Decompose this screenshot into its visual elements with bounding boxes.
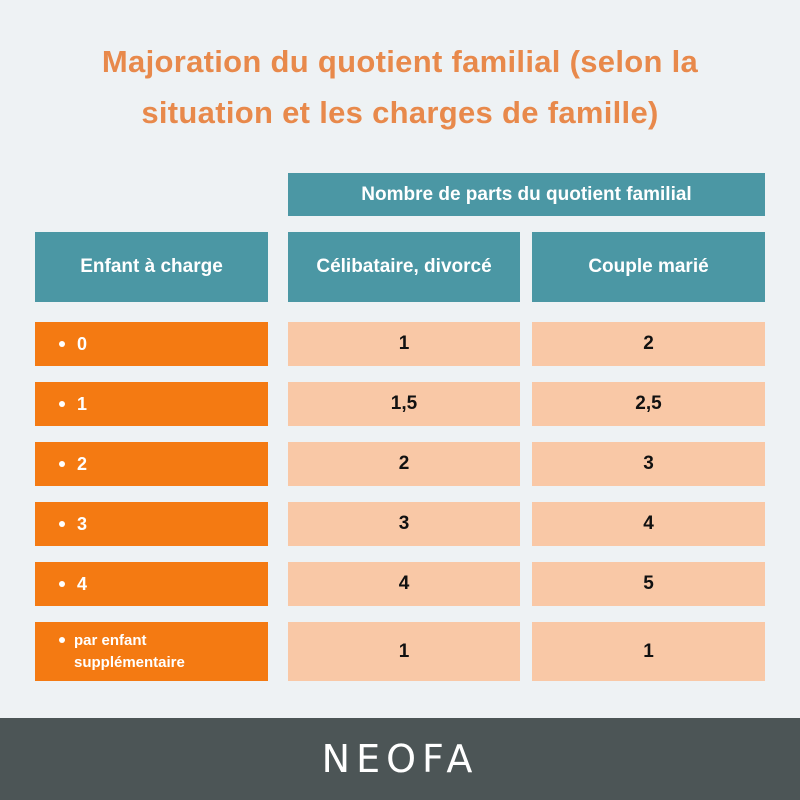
value-cell: 3 [288, 502, 520, 546]
row-label-cell: par enfant supplémentaire [35, 622, 268, 681]
bullet [59, 461, 65, 467]
value-cell: 1,5 [288, 382, 520, 426]
row-label: 1 [77, 393, 88, 414]
row-label-cell: 4 [35, 562, 268, 606]
title: Majoration du quotient familial (selon l… [101, 44, 699, 130]
column-header: Célibataire, divorcé [288, 232, 520, 302]
value-cell: 4 [288, 562, 520, 606]
row-label-cell: 2 [35, 442, 268, 486]
row-label: par enfant supplémentaire [74, 631, 185, 671]
row-label: 4 [77, 573, 88, 594]
value-cell: 5 [532, 562, 765, 606]
bullet [59, 401, 65, 407]
bullet [59, 637, 65, 643]
bullet [59, 521, 65, 527]
row-label-cell: 1 [35, 382, 268, 426]
row-label: 3 [77, 513, 88, 534]
value-cell: 1 [288, 622, 520, 681]
value-cell: 2,5 [532, 382, 765, 426]
group-header: Nombre de parts du quotient familial [288, 173, 765, 216]
bullet [59, 581, 65, 587]
column-header: Couple marié [532, 232, 765, 302]
logo: NEOFA [321, 737, 479, 781]
row-label-cell: 3 [35, 502, 268, 546]
value-cell: 1 [532, 622, 765, 681]
row-label-cell: 0 [35, 322, 268, 366]
value-cell: 3 [532, 442, 765, 486]
value-cell: 4 [532, 502, 765, 546]
footer: NEOFA [0, 718, 800, 800]
bullet [59, 341, 65, 347]
value-cell: 1 [288, 322, 520, 366]
value-cell: 2 [532, 322, 765, 366]
value-cell: 2 [288, 442, 520, 486]
row-label: 2 [77, 453, 88, 474]
row-label: 0 [77, 333, 88, 354]
column-header: Enfant à charge [35, 232, 268, 302]
